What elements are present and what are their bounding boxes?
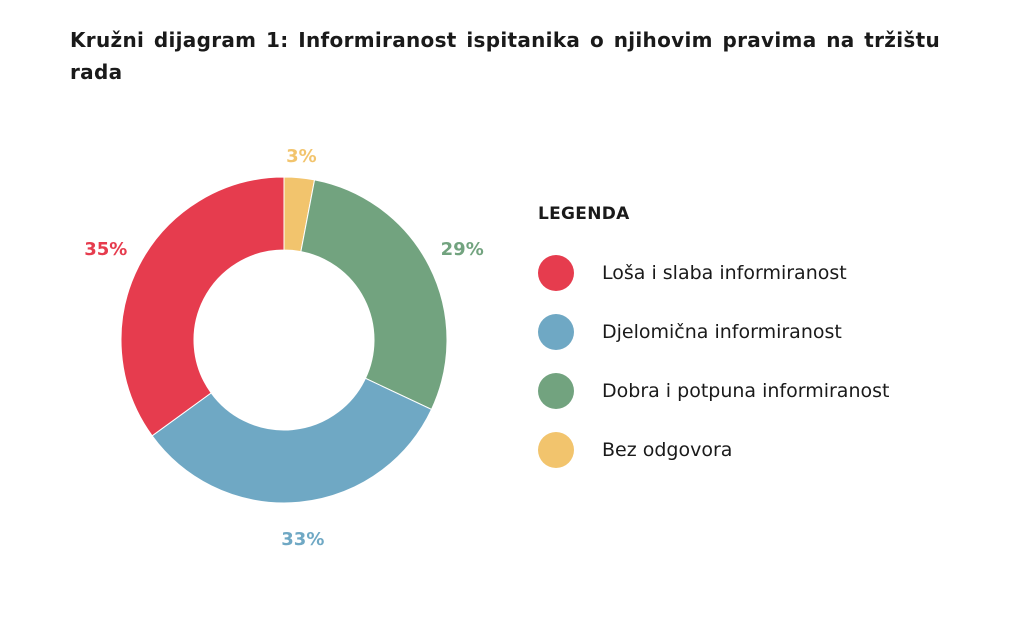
pie-slice xyxy=(151,377,433,504)
pie-slice xyxy=(120,176,285,437)
legend-swatch xyxy=(538,314,574,350)
legend-label: Dobra i potpuna informiranost xyxy=(602,380,890,402)
slice-label: 33% xyxy=(281,529,324,550)
legend-swatch xyxy=(538,373,574,409)
legend-item: Dobra i potpuna informiranost xyxy=(538,372,889,410)
slice-label: 35% xyxy=(84,239,127,260)
legend-swatch xyxy=(538,432,574,468)
legend-item: Bez odgovora xyxy=(538,431,889,469)
legend-swatch xyxy=(538,255,574,291)
legend-item: Djelomična informiranost xyxy=(538,313,889,351)
legend-title: LEGENDA xyxy=(538,204,630,224)
slice-label: 3% xyxy=(286,146,317,167)
chart-title: Kružni dijagram 1: Informiranost ispitan… xyxy=(70,28,940,84)
slice-label: 29% xyxy=(441,239,484,260)
pie-slice xyxy=(300,179,448,411)
legend-label: Bez odgovora xyxy=(602,439,733,461)
legend: LEGENDA Loša i slaba informiranost Djelo… xyxy=(538,204,889,490)
legend-item: Loša i slaba informiranost xyxy=(538,254,889,292)
legend-label: Loša i slaba informiranost xyxy=(602,262,847,284)
legend-label: Djelomična informiranost xyxy=(602,321,842,343)
